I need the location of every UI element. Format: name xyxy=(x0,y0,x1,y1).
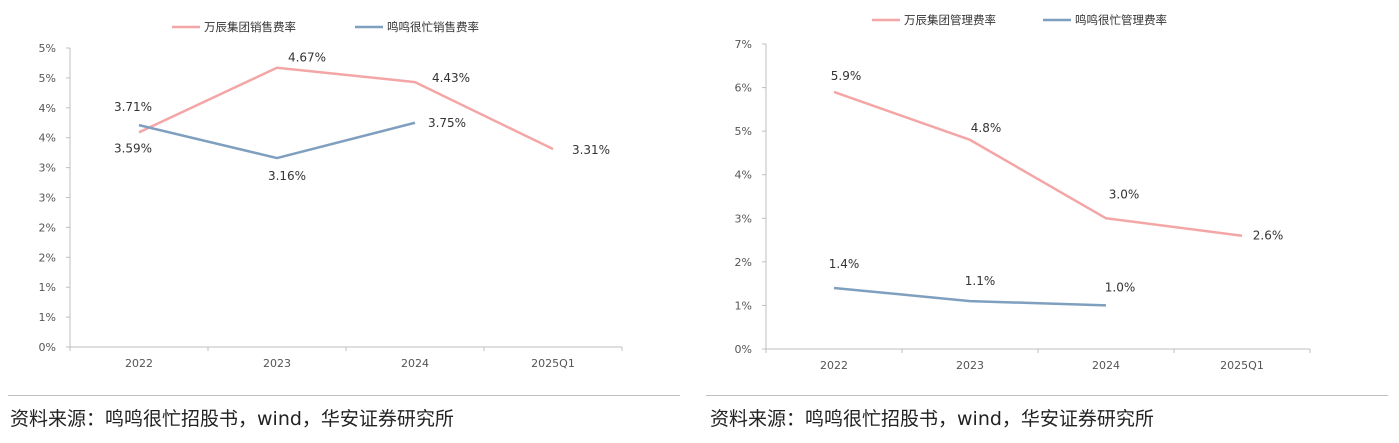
y-tick-label: 5% xyxy=(735,125,752,138)
source-divider xyxy=(706,395,1388,396)
x-tick-label: 2024 xyxy=(401,357,429,370)
source-divider xyxy=(8,395,680,396)
data-label: 1.0% xyxy=(1105,280,1136,294)
y-tick-label: 1% xyxy=(39,311,56,324)
y-tick-label: 5% xyxy=(39,72,56,85)
data-label: 1.4% xyxy=(829,257,860,271)
y-tick-label: 3% xyxy=(39,162,56,175)
data-label: 4.8% xyxy=(971,121,1002,135)
legend-label: 鸣鸣很忙销售费率 xyxy=(387,20,479,34)
admin-expense-chart-panel: 0% 1% 2% 3% 4% 5% 6% 7% 2022 2023 2024 2025Q1 5.9% 4.… xyxy=(700,0,1399,443)
legend-label: 万辰集团销售费率 xyxy=(204,20,296,34)
x-tick-label: 2023 xyxy=(956,359,984,372)
data-label: 3.16% xyxy=(268,169,306,183)
data-label: 2.6% xyxy=(1253,229,1284,243)
x-tick-label: 2024 xyxy=(1092,359,1120,372)
data-label: 1.1% xyxy=(965,274,996,288)
y-tick-label: 4% xyxy=(39,102,56,115)
x-tick-label: 2023 xyxy=(263,357,291,370)
series-line-mingming xyxy=(138,121,416,160)
y-tick-label: 2% xyxy=(39,251,56,264)
y-tick-label: 5% xyxy=(39,42,56,55)
x-tick-label: 2025Q1 xyxy=(1220,359,1264,372)
y-tick-label: 7% xyxy=(735,38,752,51)
selling-expense-chart-panel: 0% 1% 1% 2% 2% 3% 3% 4% 4% 5% 5% 2022 2023 2024 2025Q1… xyxy=(8,20,680,430)
data-label: 3.31% xyxy=(572,143,610,157)
y-tick-label: 4% xyxy=(735,169,752,182)
legend-label: 鸣鸣很忙管理费率 xyxy=(1075,13,1167,27)
y-tick-label: 6% xyxy=(735,82,752,95)
data-label: 3.0% xyxy=(1109,187,1140,201)
data-label: 5.9% xyxy=(831,69,862,83)
y-tick-label: 0% xyxy=(735,343,752,356)
y-tick-label: 3% xyxy=(735,212,752,225)
data-label: 4.43% xyxy=(432,71,470,85)
data-label: 4.67% xyxy=(288,51,326,65)
selling-expense-chart: 0% 1% 1% 2% 2% 3% 3% 4% 4% 5% 5% 2022 2023 2024 2025Q1… xyxy=(39,20,623,370)
y-tick-label: 4% xyxy=(39,132,56,145)
y-tick-label: 0% xyxy=(39,341,56,354)
y-tick-label: 1% xyxy=(735,299,752,312)
admin-expense-chart: 0% 1% 2% 3% 4% 5% 6% 7% 2022 2023 2024 2025Q1 5.9% 4.… xyxy=(735,13,1311,372)
y-tick-label: 3% xyxy=(39,192,56,205)
series-line-wanchen xyxy=(138,66,554,151)
series-line-mingming xyxy=(833,286,1107,307)
data-label: 3.71% xyxy=(114,100,152,114)
y-tick-label: 1% xyxy=(39,281,56,294)
x-tick-label: 2022 xyxy=(820,359,848,372)
source-note: 资料来源：鸣鸣很忙招股书，wind，华安证券研究所 xyxy=(10,408,454,430)
data-label: 3.59% xyxy=(114,141,152,155)
data-label: 3.75% xyxy=(428,116,466,130)
source-note: 资料来源：鸣鸣很忙招股书，wind，华安证券研究所 xyxy=(710,408,1154,430)
series-line-wanchen xyxy=(833,90,1243,237)
legend-label: 万辰集团管理费率 xyxy=(904,13,996,27)
y-tick-label: 2% xyxy=(735,256,752,269)
x-tick-label: 2022 xyxy=(125,357,153,370)
y-tick-label: 2% xyxy=(39,221,56,234)
x-tick-label: 2025Q1 xyxy=(531,357,575,370)
